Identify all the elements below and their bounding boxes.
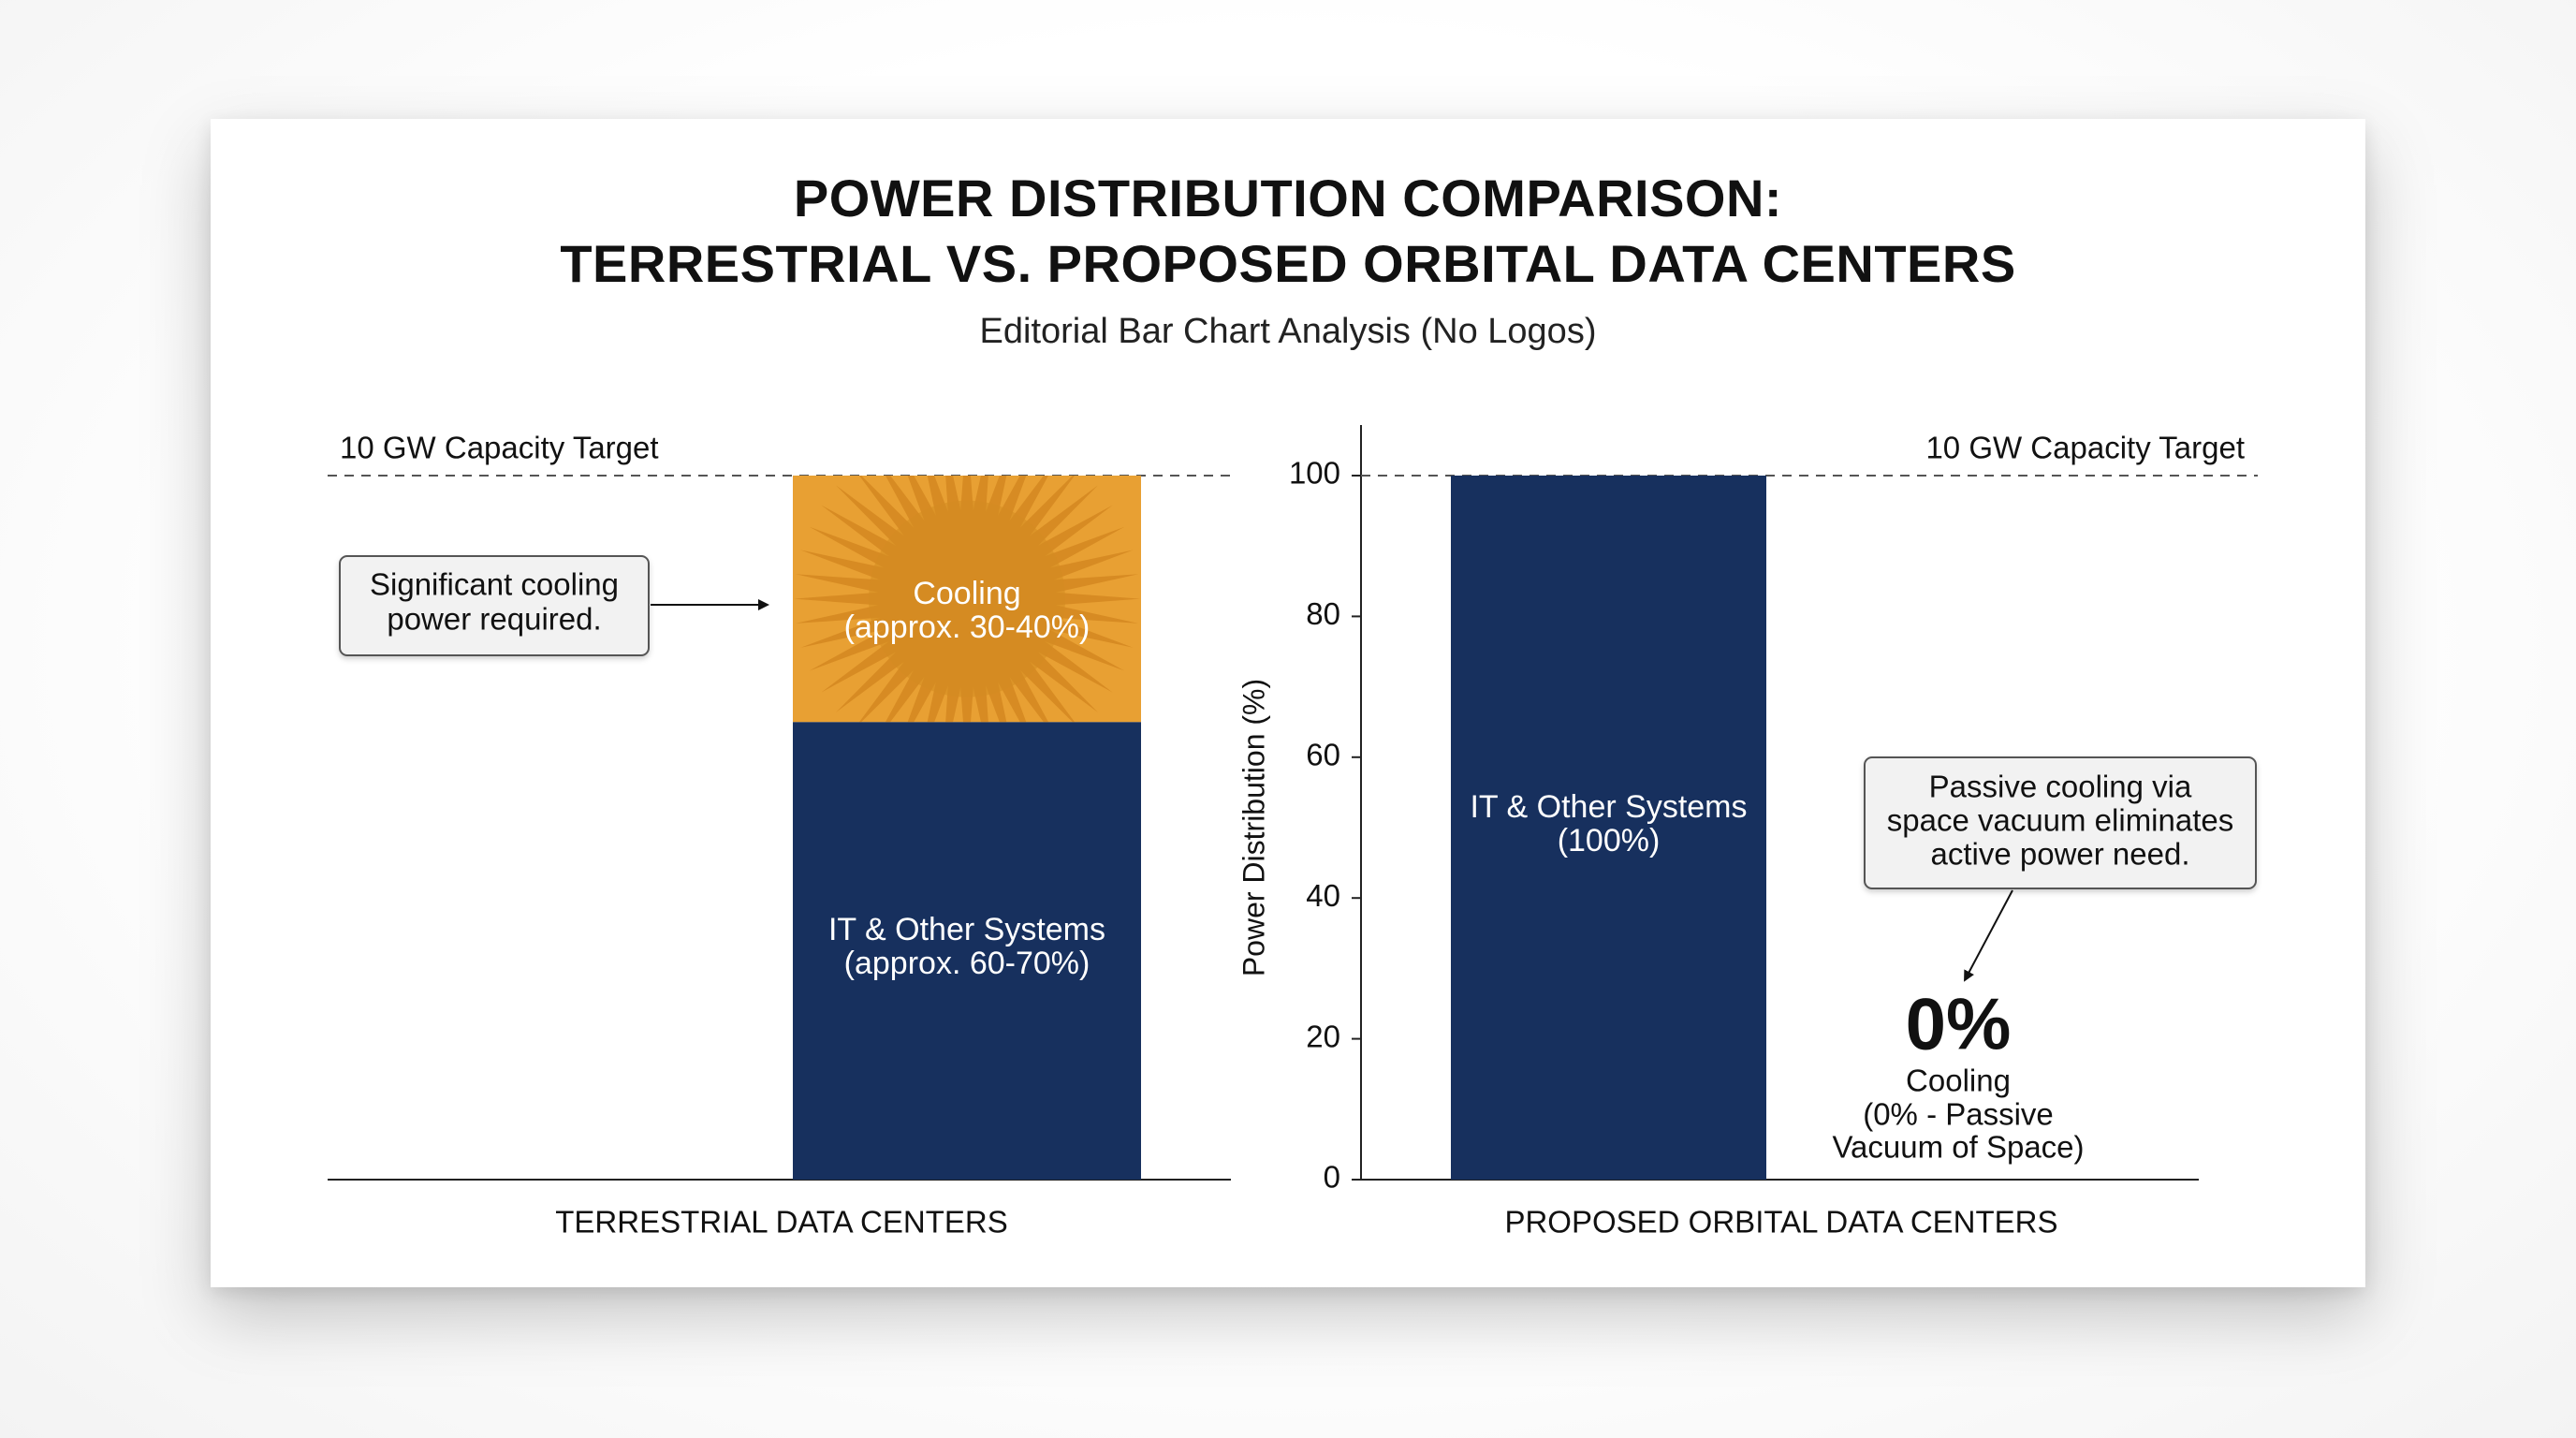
left-annotation-line-2: power required. xyxy=(387,602,601,637)
left-cooling-sublabel: (approx. 30-40%) xyxy=(844,609,1090,645)
left-annotation-line-1: Significant cooling xyxy=(370,567,619,602)
chart-title-line-2: TERRESTRIAL VS. PROPOSED ORBITAL DATA CE… xyxy=(560,234,2016,293)
right-reference-label: 10 GW Capacity Target xyxy=(1925,431,2245,465)
y-tick-label: 0 xyxy=(1324,1160,1340,1195)
right-annotation-line-1: Passive cooling via xyxy=(1929,770,2192,804)
sunburst-core xyxy=(869,500,1065,697)
y-axis-label: Power Distribution (%) xyxy=(1237,679,1270,976)
chart-card: POWER DISTRIBUTION COMPARISON: TERRESTRI… xyxy=(211,119,2365,1287)
right-annotation-line-2: space vacuum eliminates xyxy=(1887,803,2234,838)
right-it-bar xyxy=(1451,476,1766,1180)
y-tick-label: 40 xyxy=(1306,878,1340,913)
left-reference-label: 10 GW Capacity Target xyxy=(340,431,659,465)
chart-title-line-1: POWER DISTRIBUTION COMPARISON: xyxy=(793,169,1783,227)
right-annotation-arrow xyxy=(1964,889,2013,982)
right-cooling-sublabel-2: Vacuum of Space) xyxy=(1832,1130,2084,1165)
right-cooling-sublabel-1: (0% - Passive xyxy=(1863,1097,2054,1132)
left-it-sublabel: (approx. 60-70%) xyxy=(844,946,1090,981)
left-category-label: TERRESTRIAL DATA CENTERS xyxy=(555,1205,1007,1240)
y-tick-label: 60 xyxy=(1306,738,1340,772)
right-category-label: PROPOSED ORBITAL DATA CENTERS xyxy=(1504,1205,2057,1240)
left-cooling-label: Cooling xyxy=(913,576,1020,611)
right-it-sublabel: (100%) xyxy=(1558,823,1661,858)
right-annotation-line-3: active power need. xyxy=(1930,837,2189,872)
cooling-sunburst xyxy=(794,476,1140,723)
left-it-label: IT & Other Systems xyxy=(828,912,1105,947)
y-tick-label: 20 xyxy=(1306,1019,1340,1053)
right-cooling-label: Cooling xyxy=(1906,1064,2011,1098)
left-annotation-box xyxy=(339,555,650,656)
chart-title: POWER DISTRIBUTION COMPARISON: TERRESTRI… xyxy=(211,166,2365,297)
right-annotation-box xyxy=(1864,756,2257,889)
y-tick-label: 100 xyxy=(1289,456,1340,491)
y-tick-label: 80 xyxy=(1306,596,1340,631)
chart-subtitle: Editorial Bar Chart Analysis (No Logos) xyxy=(979,312,1597,351)
left-it-bar xyxy=(793,722,1141,1180)
right-it-label: IT & Other Systems xyxy=(1470,789,1747,825)
right-cooling-zero-value: 0% xyxy=(1906,983,2012,1065)
